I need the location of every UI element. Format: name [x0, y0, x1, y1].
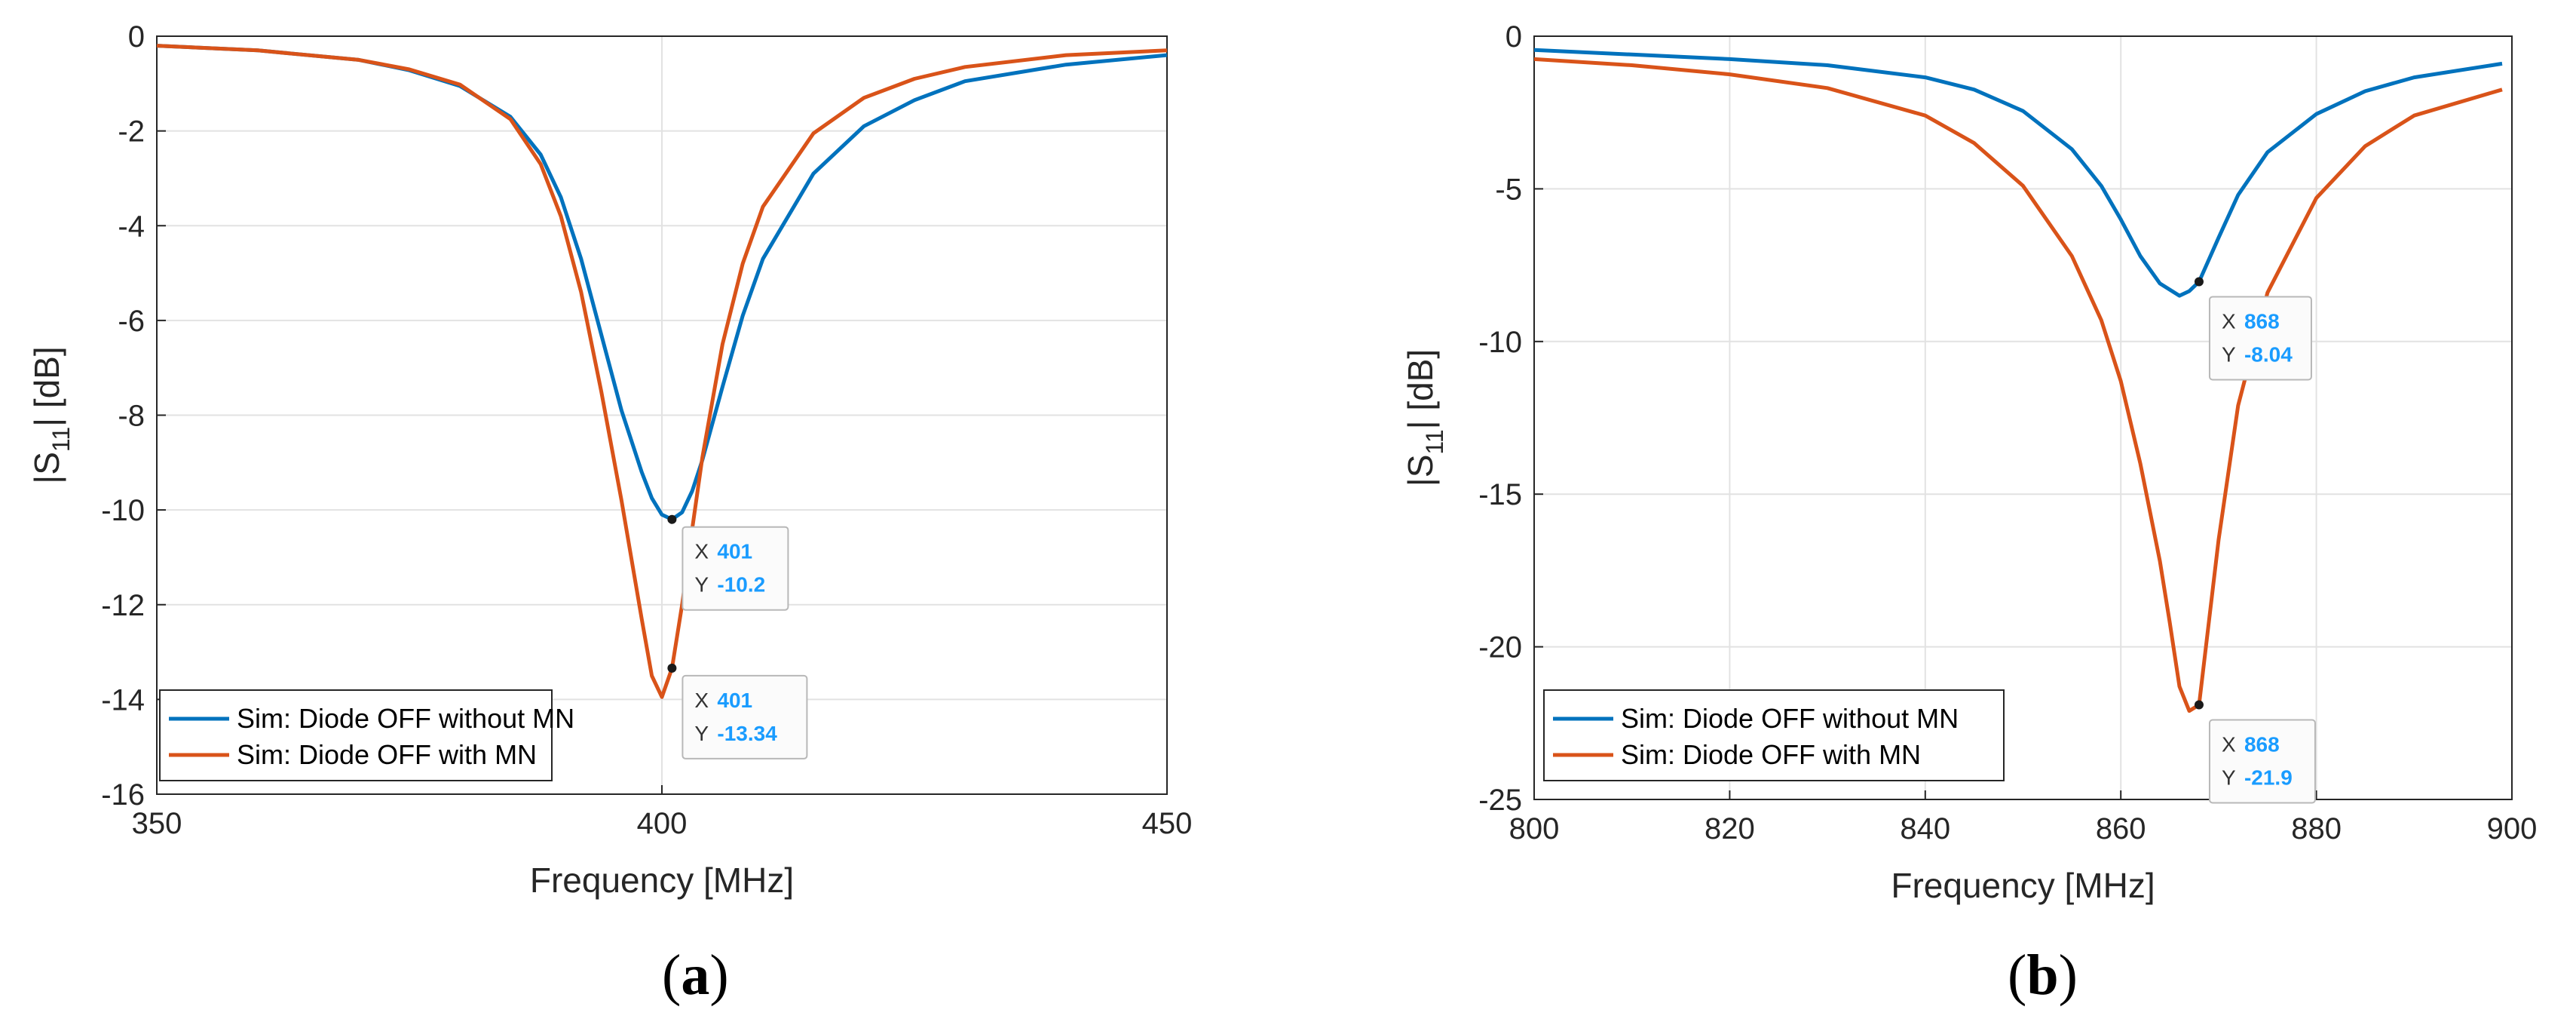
y-tick-label: -20	[1478, 631, 1522, 664]
datatip-y-label: Y	[2222, 342, 2236, 366]
datatip-box	[2208, 719, 2316, 804]
datatip-2: X 401 Y -13.34	[667, 663, 808, 759]
y-tick-label: -14	[101, 683, 145, 716]
y-tick-label: -4	[118, 210, 145, 243]
datatip-y-label: Y	[694, 722, 709, 745]
y-axis-title-main: |S	[1401, 455, 1440, 487]
legend-entry-2: Sim: Diode OFF with MN	[1621, 739, 1921, 770]
y-axis-title-rest: | [dB]	[1401, 349, 1440, 430]
x-tick-label: 820	[1705, 812, 1755, 845]
y-tick-label: -15	[1478, 478, 1522, 511]
y-tick-label: -8	[118, 400, 145, 433]
y-axis-title-rest: | [dB]	[27, 346, 66, 427]
x-tick-label: 400	[637, 807, 688, 840]
y-tick-label: 0	[1505, 20, 1522, 54]
datatip-x-label: X	[2222, 733, 2236, 756]
datatip-y-label: Y	[2222, 766, 2236, 790]
legend-entry-1: Sim: Diode OFF without MN	[1621, 703, 1959, 734]
x-tick-label: 350	[132, 807, 182, 840]
legend-entry-1: Sim: Diode OFF without MN	[237, 703, 574, 734]
datatip-marker	[667, 514, 677, 524]
panel-label-close-paren: )	[2059, 944, 2078, 1007]
y-tick-label: -10	[1478, 326, 1522, 359]
legend: Sim: Diode OFF without MN Sim: Diode OFF …	[159, 689, 574, 781]
legend-entry-2: Sim: Diode OFF with MN	[237, 739, 537, 770]
datatip-y-value: -10.2	[717, 573, 765, 597]
datatip-x-value: 868	[2244, 733, 2280, 756]
y-axis-title-subscript: 11	[47, 427, 75, 452]
chart-panel-b: 800 820 840 860 880 900 0 -5 -10 -15 -20 -25 Frequen…	[1401, 20, 2537, 1007]
panel-label-letter: b	[2026, 944, 2058, 1007]
series-line-2	[1534, 57, 2503, 713]
x-tick-label: 800	[1509, 812, 1560, 845]
y-tick-label: -10	[101, 494, 145, 527]
panel-label: (a)	[662, 944, 729, 1007]
datatip-x-value: 401	[717, 689, 752, 712]
x-axis-title: Frequency [MHz]	[1891, 866, 2155, 905]
y-axis-title-subscript: 11	[1421, 429, 1448, 454]
datatip-box	[682, 526, 789, 611]
datatip-x-label: X	[2222, 309, 2236, 333]
y-tick-label: -6	[118, 305, 145, 338]
legend: Sim: Diode OFF without MN Sim: Diode OFF …	[1543, 689, 2005, 781]
y-tick-label: -12	[101, 589, 145, 622]
datatip-marker	[2194, 700, 2204, 710]
datatip-box	[682, 674, 808, 759]
panel-label-open-paren: (	[662, 944, 681, 1007]
y-tick-label: -2	[118, 115, 145, 149]
plot-area	[1534, 36, 2512, 799]
datatip-box	[2208, 296, 2312, 381]
datatip-y-value: -21.9	[2244, 766, 2293, 790]
axes-box	[1533, 35, 2513, 800]
datatip-y-value: -13.34	[717, 722, 777, 745]
y-axis-title-main: |S	[27, 452, 66, 484]
datatip-marker	[2194, 277, 2204, 287]
datatip-2: X 868 Y -21.9	[2194, 700, 2316, 804]
series-line-2	[157, 44, 1167, 699]
datatip-marker	[667, 663, 677, 673]
x-tick-label: 860	[2096, 812, 2146, 845]
legend-box	[159, 689, 553, 781]
y-axis-title: |S11| [dB]	[1401, 349, 1448, 486]
datatip-1: X 868 Y -8.04	[2194, 277, 2312, 381]
chart-panel-a: 350 400 450 0 -2 -4 -6 -8 -10 -12 -14 -16 Frequency …	[27, 20, 1192, 1007]
datatip-x-label: X	[694, 540, 709, 563]
x-tick-label: 840	[1900, 812, 1950, 845]
x-tick-label: 880	[2291, 812, 2342, 845]
y-axis-title: |S11| [dB]	[27, 346, 75, 483]
panel-label-open-paren: (	[2008, 944, 2026, 1007]
datatip-1: X 401 Y -10.2	[667, 514, 789, 611]
panel-label: (b)	[2008, 944, 2078, 1007]
x-axis-title: Frequency [MHz]	[530, 861, 794, 900]
panel-label-letter: a	[681, 944, 709, 1007]
y-tick-label: -5	[1495, 173, 1522, 206]
x-tick-label: 900	[2487, 812, 2538, 845]
datatip-x-value: 868	[2244, 309, 2280, 333]
datatip-x-value: 401	[717, 540, 752, 563]
series-line-1	[1534, 48, 2503, 298]
datatip-y-value: -8.04	[2244, 342, 2293, 366]
y-tick-label: 0	[128, 20, 145, 54]
datatip-y-label: Y	[694, 573, 709, 597]
datatip-x-label: X	[694, 689, 709, 712]
y-tick-label: -16	[101, 778, 145, 812]
legend-box	[1543, 689, 2005, 781]
y-tick-label: -25	[1478, 784, 1522, 817]
x-tick-label: 450	[1142, 807, 1193, 840]
panel-label-close-paren: )	[709, 944, 728, 1007]
